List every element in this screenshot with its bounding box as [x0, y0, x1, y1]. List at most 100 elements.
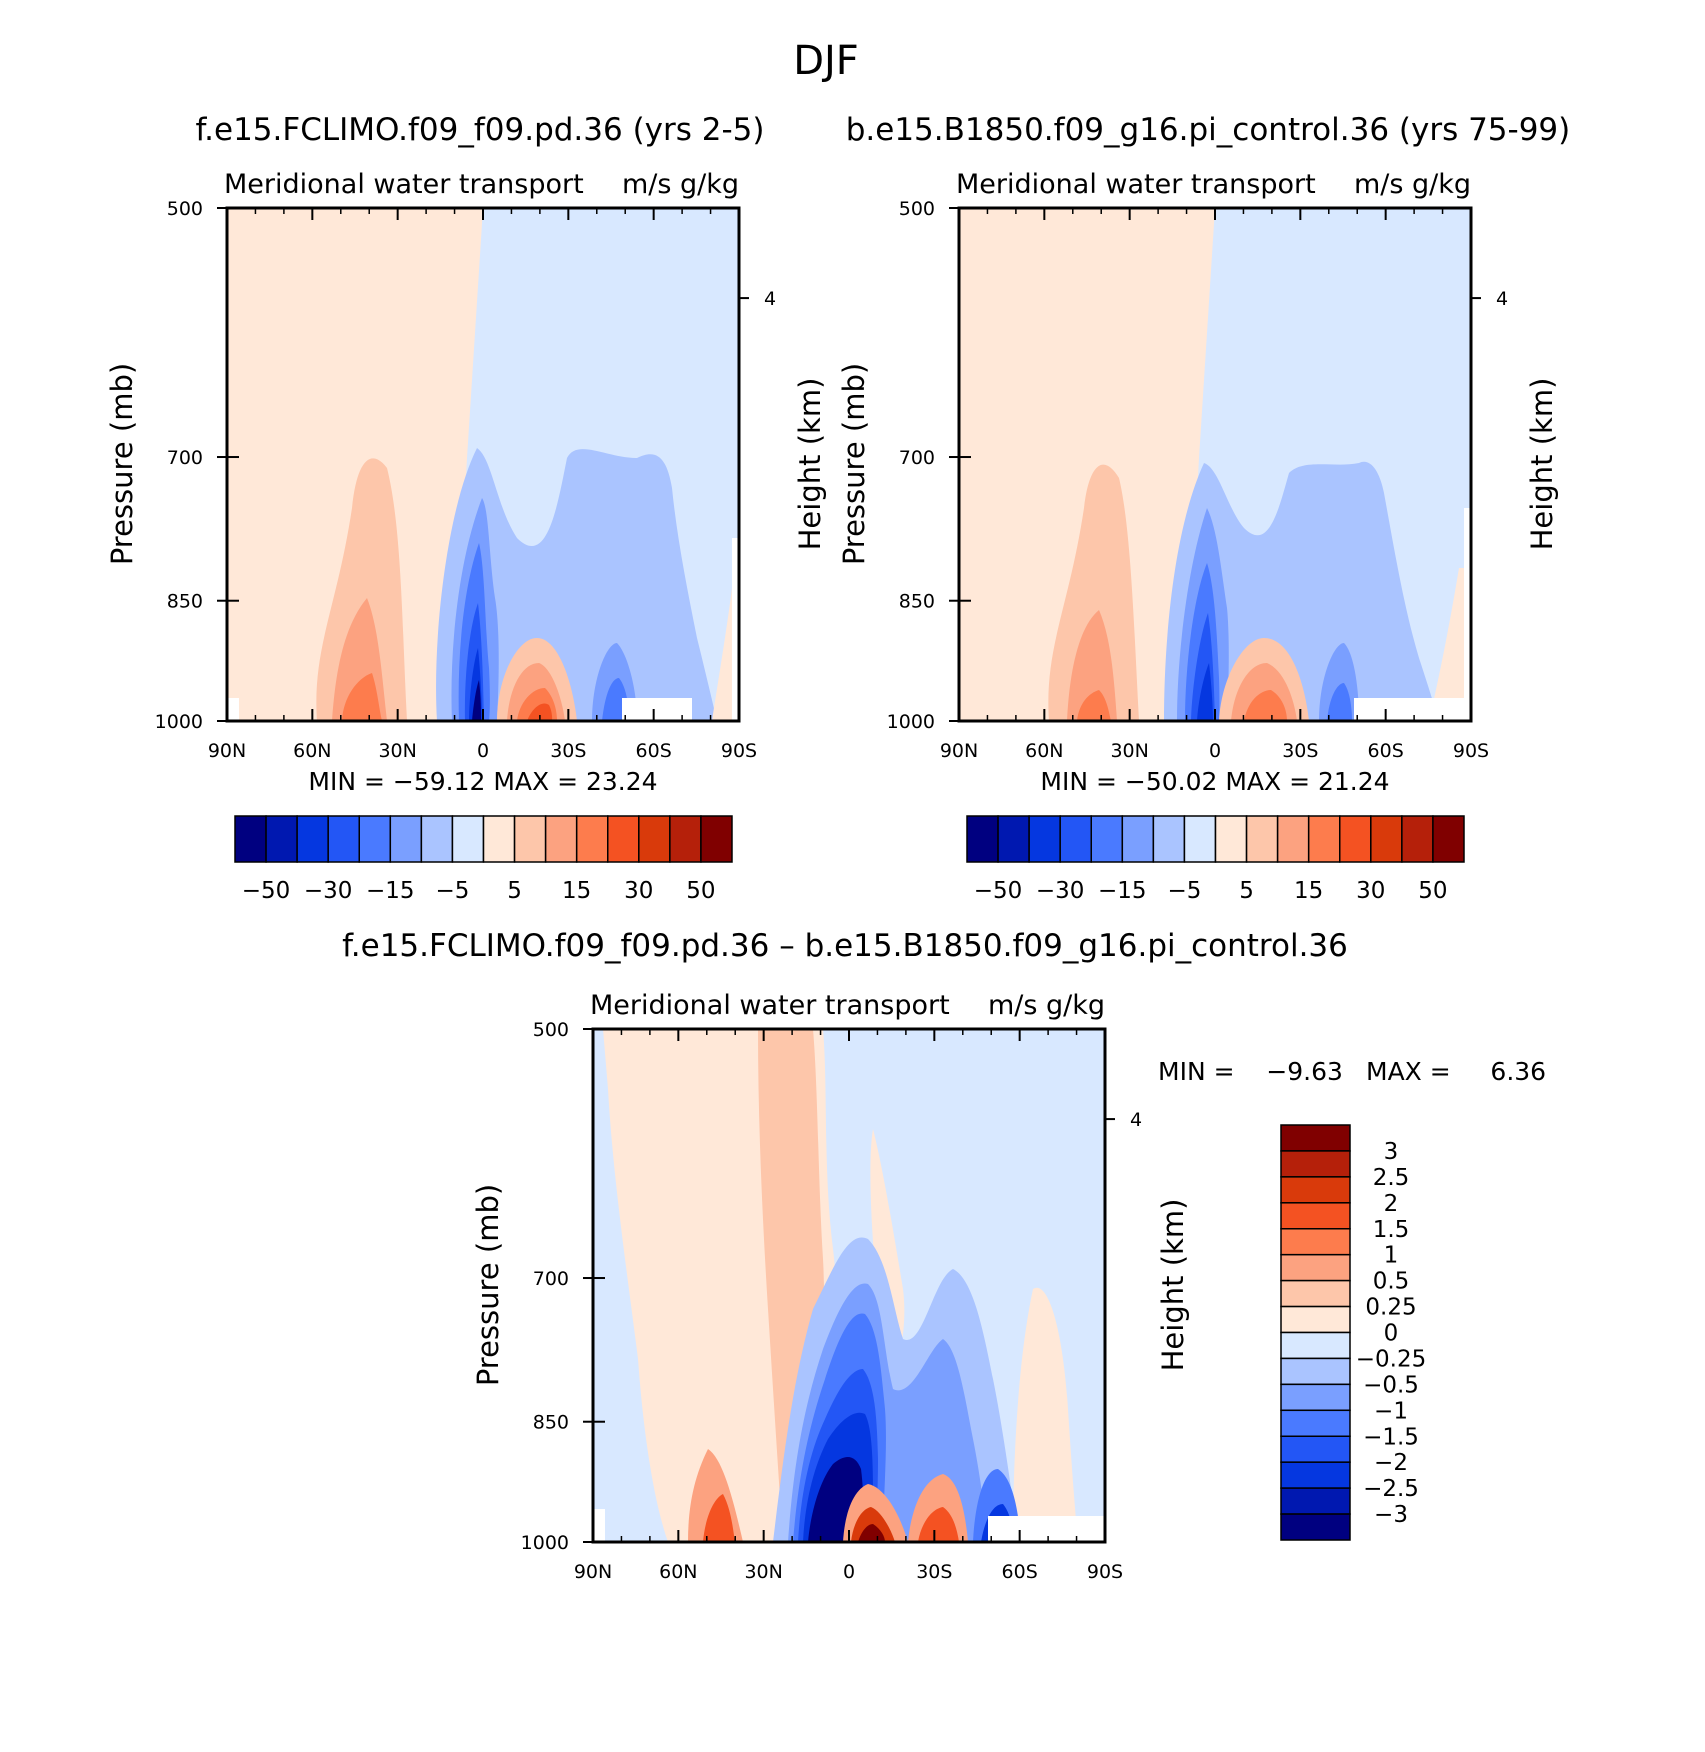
colorbar-box — [1280, 1253, 1351, 1282]
colorbar-box — [575, 815, 609, 863]
panel3-left-string: Meridional water transport — [590, 990, 950, 1021]
panel2-left-string: Meridional water transport — [956, 169, 1316, 200]
panel3-missing-1 — [988, 1516, 1105, 1542]
colorbar-box — [1280, 1202, 1351, 1230]
panel2-contour-neg40 — [1197, 663, 1213, 721]
colorbar-box — [544, 815, 578, 863]
panel1-yticks: 500 700 850 1000 4 — [155, 198, 776, 733]
colorbar-box — [638, 815, 671, 863]
y-tick-label: 700 — [533, 1268, 569, 1290]
panel1: Meridional water transport m/s g/kg — [105, 169, 827, 796]
colorbar-box — [1245, 815, 1279, 863]
colorbar-box — [1280, 1279, 1351, 1308]
colorbar-label: −30 — [1036, 878, 1085, 904]
panel1-stats: MIN = −59.12 MAX = 23.24 — [308, 767, 657, 796]
panel2-title: b.e15.B1850.f09_g16.pi_control.36 (yrs 7… — [846, 112, 1571, 148]
panel3-yticks: 500 700 850 1000 4 — [521, 1019, 1142, 1554]
colorbar-box — [1276, 815, 1310, 863]
colorbar-diff: 32.521.510.50.250−0.25−0.5−1−1.5−2−2.5−3 — [1280, 1124, 1426, 1541]
colorbar-box — [451, 815, 485, 863]
panel2-ylabel: Pressure (mb) — [837, 363, 871, 565]
x-tick-label: 60N — [659, 1561, 697, 1583]
panel1-missing-2 — [227, 698, 239, 721]
x-tick-label: 90N — [940, 740, 978, 762]
colorbar-label: 2 — [1384, 1191, 1399, 1217]
colorbar-label: 15 — [562, 878, 591, 904]
x-tick-label: 90N — [208, 740, 246, 762]
panel3-contour-pos-eq3 — [858, 1524, 885, 1542]
colorbar-label: −30 — [304, 878, 353, 904]
panel1-left-string: Meridional water transport — [224, 169, 584, 200]
colorbar-box — [607, 815, 640, 863]
colorbar-label: −1 — [1374, 1398, 1408, 1424]
panel3: Meridional water transport m/s g/kg — [471, 990, 1190, 1583]
colorbar-box — [1280, 1150, 1351, 1178]
colorbar-box — [513, 815, 547, 863]
colorbar-label: 5 — [1239, 878, 1254, 904]
colorbar-label: −15 — [1098, 878, 1147, 904]
panel2-yticks: 500 700 850 1000 4 — [887, 198, 1508, 733]
y-tick-label: 700 — [167, 447, 203, 469]
panel3-xticks: 90N 60N 30N 0 30S 60S 90S — [574, 1029, 1123, 1583]
panel3-ylabel: Pressure (mb) — [471, 1184, 505, 1386]
x-tick-label: 30N — [378, 740, 416, 762]
panel3-plot — [593, 1029, 1105, 1542]
colorbar-label: −2 — [1374, 1450, 1408, 1476]
colorbar-box — [1370, 815, 1403, 863]
colorbar-box — [1280, 1357, 1351, 1386]
colorbar-label: 0 — [1384, 1321, 1399, 1347]
panel3-title: f.e15.FCLIMO.f09_f09.pd.36 – b.e15.B1850… — [342, 928, 1348, 964]
panel1-contour-neg5-a — [436, 448, 717, 721]
panel2-contour-pos5-a — [1048, 464, 1139, 721]
colorbar-box — [1152, 815, 1186, 863]
colorbar-box — [1280, 1228, 1351, 1256]
colorbar-box — [1090, 815, 1124, 863]
figure-title: DJF — [793, 38, 859, 84]
colorbar-label: 1 — [1384, 1243, 1399, 1269]
panel1-contour-pos5-a — [316, 458, 407, 721]
y-tick-label: 700 — [899, 447, 935, 469]
colorbar-label: −2.5 — [1363, 1476, 1419, 1502]
y-tick-label: 850 — [533, 1412, 569, 1434]
colorbar-label: −5 — [1167, 878, 1201, 904]
colorbar-box — [1280, 1461, 1351, 1489]
panel1-plot — [227, 208, 739, 721]
colorbar-box — [358, 815, 392, 863]
colorbar-label: 50 — [686, 878, 715, 904]
panel3-contour-pos-d — [908, 1029, 946, 1329]
panel2-ylabel-right: Height (km) — [1525, 378, 1559, 551]
x-tick-label: 60S — [1002, 1561, 1038, 1583]
colorbar-label: 3 — [1384, 1139, 1399, 1165]
panel2-stats: MIN = −50.02 MAX = 21.24 — [1040, 767, 1389, 796]
panel1-missing-3 — [732, 538, 739, 721]
panel3-stats-max: MAX = 6.36 — [1366, 1057, 1546, 1086]
colorbar-box — [389, 815, 423, 863]
panel3-stats-min: MIN = −9.63 — [1158, 1057, 1343, 1086]
x-tick-label: 30N — [744, 1561, 782, 1583]
colorbar-label: −0.5 — [1363, 1372, 1419, 1398]
colorbar-box — [1280, 1331, 1351, 1360]
colorbar-label: −1.5 — [1363, 1424, 1419, 1450]
colorbar-box — [420, 815, 454, 863]
colorbar-box — [1307, 815, 1341, 863]
x-tick-label: 90S — [721, 740, 757, 762]
panel3-missing-2 — [593, 1509, 605, 1542]
colorbar-box — [1059, 815, 1092, 863]
panel1-contour-pos20-b — [527, 703, 553, 721]
x-tick-label: 30S — [1282, 740, 1318, 762]
y-tick-label: 1000 — [521, 1532, 569, 1554]
colorbar-box — [296, 815, 329, 863]
colorbar-box — [1280, 1513, 1351, 1541]
panel2-contour-pos10-a — [1067, 610, 1117, 721]
panel1-title: f.e15.FCLIMO.f09_f09.pd.36 (yrs 2-5) — [195, 112, 764, 148]
colorbar-box — [966, 815, 999, 863]
colorbar-box — [1280, 1435, 1351, 1463]
colorbar-box — [234, 815, 267, 863]
panel1-right-string: m/s g/kg — [622, 169, 739, 200]
x-tick-label: 30S — [550, 740, 586, 762]
panel2-plot — [959, 208, 1471, 721]
colorbar-box — [1214, 815, 1248, 863]
colorbar-box — [997, 815, 1030, 863]
colorbar-box — [1121, 815, 1155, 863]
